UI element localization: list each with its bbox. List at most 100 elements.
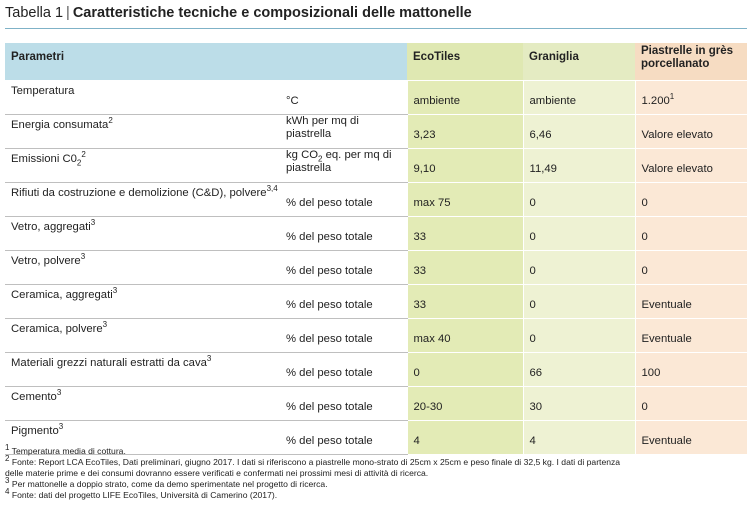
- footnote-text: Per mattonelle a doppio strato, come da …: [9, 479, 328, 489]
- table-row: Ceramica, aggregati3 % del peso totale 33 0…: [5, 284, 747, 319]
- unit-cell: kg CO2 eq. per mq di piastrella: [286, 148, 407, 183]
- param-cell: Pigmento3: [5, 420, 286, 455]
- table-body: Temperatura °C ambiente ambiente 1.2001 Energ…: [5, 80, 747, 455]
- ecotiles-cell: max 75: [406, 182, 523, 217]
- ecotiles-cell: 33: [406, 284, 523, 319]
- graniglia-value: 0: [530, 217, 629, 244]
- ecotiles-value: 33: [414, 217, 517, 244]
- param-name: Rifiuti da costruzione e demolizione (C&…: [11, 183, 280, 200]
- ecotiles-cell: 33: [406, 216, 523, 251]
- param-name-text: Temperatura: [11, 85, 75, 97]
- ecotiles-value: 3,23: [414, 115, 517, 142]
- gres-value: Valore elevato: [642, 149, 742, 176]
- param-name-text: Ceramica, aggregati: [11, 289, 113, 301]
- ecotiles-value-text: ambiente: [413, 95, 460, 107]
- graniglia-value-text: 0: [529, 333, 536, 345]
- param-cell: Vetro, aggregati3: [5, 216, 286, 251]
- param-cell: Rifiuti da costruzione e demolizione (C&…: [5, 182, 286, 217]
- graniglia-value-text: 0: [529, 299, 536, 311]
- unit-text: kWh per mq di piastrella: [286, 115, 359, 140]
- param-name-footnote: 2: [81, 150, 86, 160]
- unit-cell: °C: [286, 80, 407, 115]
- ecotiles-value-text: max 75: [413, 197, 451, 209]
- table-row: Rifiuti da costruzione e demolizione (C&…: [5, 182, 747, 217]
- ecotiles-cell: 4: [406, 420, 523, 455]
- unit-text: % del peso totale: [286, 319, 401, 346]
- table-row: Materiali grezzi naturali estratti da ca…: [5, 352, 747, 387]
- unit-main: kg CO: [286, 149, 319, 161]
- param-name-footnote: 2: [108, 116, 113, 126]
- unit-main: kWh per mq di piastrella: [286, 115, 359, 140]
- graniglia-cell: 0: [522, 284, 635, 319]
- unit-cell: % del peso totale: [286, 318, 407, 353]
- ecotiles-value: max 75: [414, 183, 517, 210]
- graniglia-value-text: 4: [529, 435, 536, 447]
- gres-value: 100: [642, 353, 742, 380]
- graniglia-value: 11,49: [530, 149, 629, 176]
- graniglia-cell: 4: [522, 420, 635, 455]
- graniglia-value: ambiente: [530, 81, 629, 108]
- param-name: Ceramica, polvere3: [11, 319, 280, 336]
- ecotiles-value: 0: [414, 353, 517, 380]
- gres-cell: 1.2001: [634, 80, 747, 115]
- table-row: Energia consumata2 kWh per mq di piastrel…: [5, 114, 747, 149]
- specs-table: Parametri EcoTiles Graniglia Piastrelle …: [5, 43, 747, 455]
- gres-value: 0: [642, 217, 742, 244]
- gres-value-text: Eventuale: [641, 333, 692, 345]
- ecotiles-value: max 40: [414, 319, 517, 346]
- gres-cell: Eventuale: [634, 284, 747, 319]
- unit-sub: 2: [318, 154, 323, 164]
- unit-main: % del peso totale: [286, 401, 373, 413]
- graniglia-cell: 30: [522, 386, 635, 421]
- graniglia-value: 0: [530, 183, 629, 210]
- unit-text: % del peso totale: [286, 217, 401, 244]
- title-separator: |: [66, 5, 70, 21]
- footnote-number: 1: [5, 443, 10, 453]
- footnote-text: Fonte: Report LCA EcoTiles, Dati prelimi…: [9, 457, 621, 467]
- param-name-text: Energia consumata: [11, 119, 109, 131]
- header-graniglia: Graniglia: [523, 43, 635, 81]
- ecotiles-value-text: 33: [413, 265, 427, 277]
- param-name-sub: 2: [76, 158, 82, 168]
- gres-cell: 0: [634, 216, 747, 251]
- param-name-footnote: 3: [206, 354, 212, 364]
- gres-value: Valore elevato: [642, 115, 742, 142]
- ecotiles-cell: 0: [406, 352, 523, 387]
- footnote-text: Temperatura media di cottura.: [9, 446, 126, 456]
- param-name-footnote: 3: [58, 422, 64, 432]
- ecotiles-value-text: 3,23: [413, 129, 436, 141]
- unit-text: % del peso totale: [286, 251, 401, 278]
- param-name: Cemento3: [11, 387, 280, 404]
- graniglia-cell: 0: [522, 250, 635, 285]
- unit-text: % del peso totale: [286, 353, 401, 380]
- param-cell: Energia consumata2: [5, 114, 286, 149]
- table-number: Tabella 1: [5, 5, 64, 21]
- param-cell: Ceramica, aggregati3: [5, 284, 286, 319]
- unit-main: % del peso totale: [286, 231, 373, 243]
- param-name-text: Cemento: [11, 391, 57, 403]
- param-name-footnote: 3: [90, 218, 96, 228]
- gres-cell: Eventuale: [634, 318, 747, 353]
- param-name-footnote: 3,4: [266, 184, 278, 194]
- graniglia-value-text: 11,49: [529, 163, 557, 175]
- unit-cell: kWh per mq di piastrella: [286, 114, 407, 149]
- ecotiles-value: 4: [414, 421, 517, 448]
- graniglia-value-text: 6,46: [529, 129, 552, 141]
- table-row: Ceramica, polvere3 % del peso totale max 4…: [5, 318, 747, 353]
- ecotiles-value: 33: [414, 251, 517, 278]
- param-name: Vetro, aggregati3: [11, 217, 280, 234]
- unit-main: % del peso totale: [286, 197, 373, 209]
- unit-text: % del peso totale: [286, 387, 401, 414]
- table-row: Emissioni C022 kg CO2 eq. per mq di piast…: [5, 148, 747, 183]
- graniglia-cell: 66: [522, 352, 635, 387]
- param-name-text: Rifiuti da costruzione e demolizione (C&…: [11, 187, 267, 199]
- footnote-number: 2: [5, 454, 10, 464]
- unit-main: % del peso totale: [286, 435, 373, 447]
- param-cell: Emissioni C022: [5, 148, 286, 183]
- unit-cell: % del peso totale: [286, 216, 407, 251]
- gres-cell: Valore elevato: [634, 148, 747, 183]
- gres-cell: 0: [634, 250, 747, 285]
- gres-value-text: 1.200: [641, 95, 670, 107]
- unit-text: kg CO2 eq. per mq di piastrella: [286, 149, 392, 174]
